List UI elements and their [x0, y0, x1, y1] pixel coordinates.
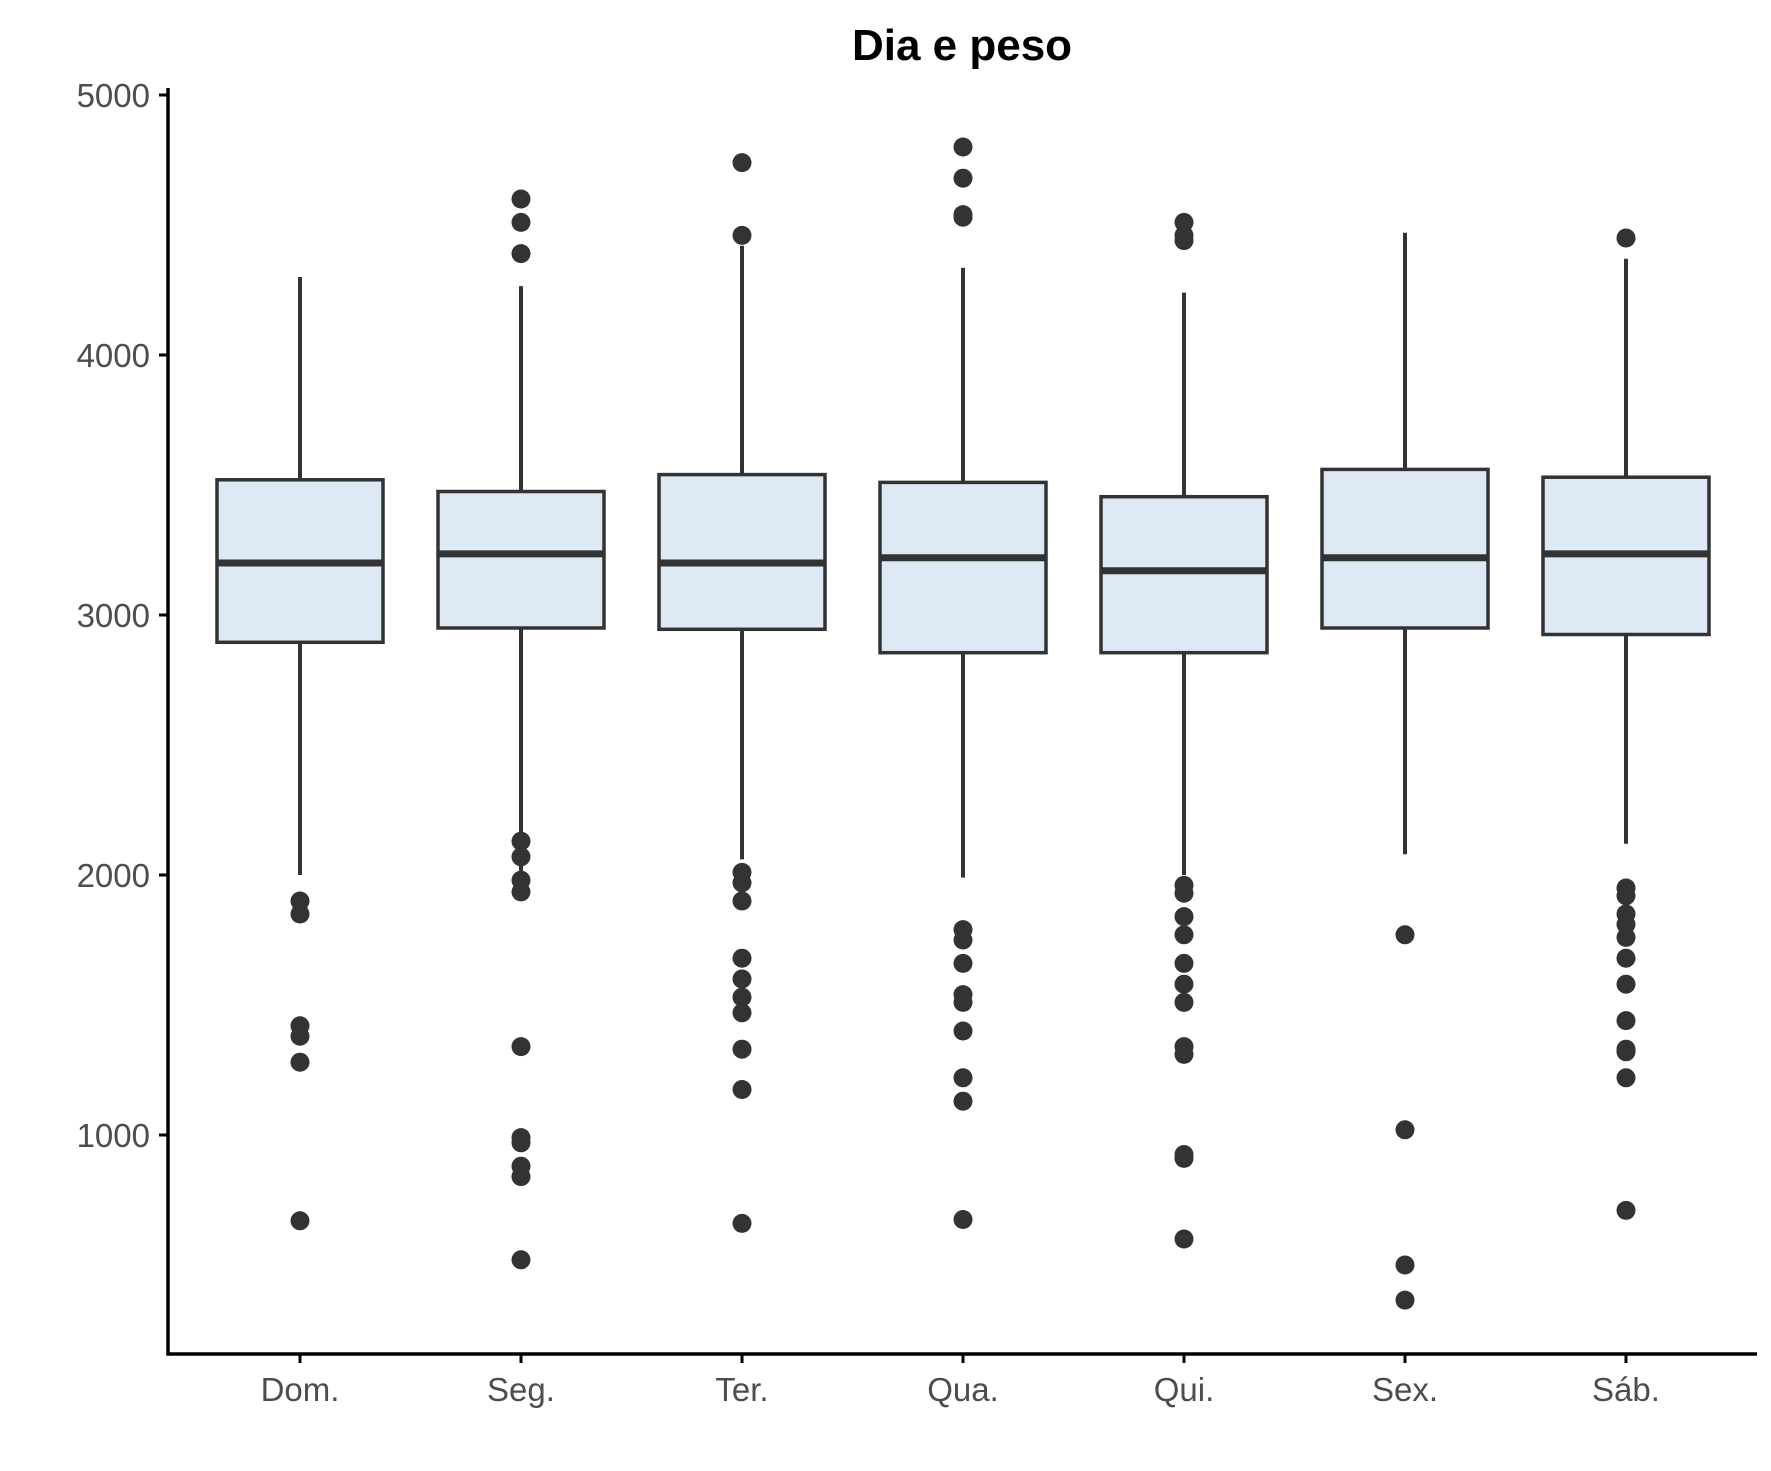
outlier-point — [953, 1068, 973, 1088]
outlier-point — [1174, 1148, 1194, 1168]
outlier-point — [1616, 228, 1636, 248]
outlier-point — [511, 244, 531, 264]
outlier-point — [511, 1167, 531, 1187]
outlier-point — [953, 1210, 973, 1229]
outlier-point — [1174, 907, 1194, 927]
y-tick-label: 4000 — [77, 337, 150, 374]
outlier-point — [290, 891, 310, 911]
outlier-point — [1174, 925, 1194, 945]
outlier-point — [1395, 1290, 1415, 1310]
x-tick-label: Sáb. — [1592, 1371, 1660, 1408]
outlier-point — [732, 948, 752, 968]
x-tick-label: Sex. — [1372, 1371, 1438, 1408]
y-tick-label: 5000 — [77, 77, 150, 114]
outlier-point — [1616, 1042, 1636, 1062]
outlier-point — [511, 1133, 531, 1153]
outlier-point — [1174, 992, 1194, 1012]
outlier-point — [1174, 883, 1194, 903]
x-tick-label: Ter. — [715, 1371, 768, 1408]
outlier-point — [1174, 212, 1194, 232]
outlier-point — [1616, 927, 1636, 947]
outlier-point — [732, 153, 752, 173]
outlier-point — [511, 882, 531, 902]
outlier-point — [1174, 231, 1194, 251]
outlier-point — [1616, 1011, 1636, 1031]
outlier-point — [732, 1003, 752, 1023]
outlier-point — [732, 873, 752, 893]
outlier-point — [511, 212, 531, 232]
outlier-point — [953, 168, 973, 188]
outlier-point — [1616, 974, 1636, 994]
chart-title: Dia e peso — [852, 21, 1072, 70]
outlier-point — [732, 1213, 752, 1233]
outlier-point — [290, 904, 310, 924]
outlier-point — [511, 1037, 531, 1057]
box-iqr — [657, 472, 827, 632]
y-tick-label: 3000 — [77, 597, 150, 634]
outlier-point — [290, 1211, 310, 1231]
outlier-point — [732, 1080, 752, 1099]
box-iqr — [1320, 467, 1490, 630]
outlier-point — [1174, 953, 1194, 973]
x-tick-label: Dom. — [261, 1371, 340, 1408]
x-tick-label: Seg. — [487, 1371, 555, 1408]
outlier-point — [1395, 1120, 1415, 1140]
box-iqr — [436, 489, 606, 630]
outlier-point — [1395, 1255, 1415, 1275]
outlier-point — [511, 847, 531, 867]
plot-area: 1000 2000 3000 4000 5000 Dom. Seg. Ter. Qua. Qui.… — [77, 77, 1757, 1408]
outlier-point — [1395, 925, 1415, 945]
box-iqr — [1099, 494, 1269, 655]
outlier-point — [953, 953, 973, 973]
outlier-point — [511, 189, 531, 209]
outlier-point — [732, 1039, 752, 1059]
outlier-point — [511, 1250, 531, 1270]
outlier-point — [953, 137, 973, 157]
outlier-point — [1174, 974, 1194, 994]
outlier-point — [1174, 1044, 1194, 1064]
outlier-point — [1616, 1200, 1636, 1220]
y-tick-label: 2000 — [77, 857, 150, 894]
outlier-point — [290, 1026, 310, 1046]
outlier-point — [1616, 886, 1636, 906]
outlier-point — [953, 930, 973, 950]
outlier-point — [1616, 948, 1636, 968]
outlier-point — [732, 225, 752, 245]
outlier-point — [1616, 1068, 1636, 1088]
outlier-point — [290, 1052, 310, 1072]
outlier-point — [953, 207, 973, 227]
outlier-point — [511, 831, 531, 851]
outlier-point — [953, 992, 973, 1012]
outlier-point — [953, 1091, 973, 1111]
y-tick-label: 1000 — [77, 1117, 150, 1154]
x-tick-label: Qua. — [927, 1371, 999, 1408]
outlier-point — [732, 987, 752, 1007]
outlier-point — [1616, 914, 1636, 934]
outlier-point — [1174, 1229, 1194, 1249]
box-iqr — [878, 480, 1048, 655]
outlier-point — [732, 969, 752, 989]
outlier-point — [953, 1021, 973, 1041]
x-tick-label: Qui. — [1154, 1371, 1215, 1408]
outlier-point — [732, 891, 752, 911]
